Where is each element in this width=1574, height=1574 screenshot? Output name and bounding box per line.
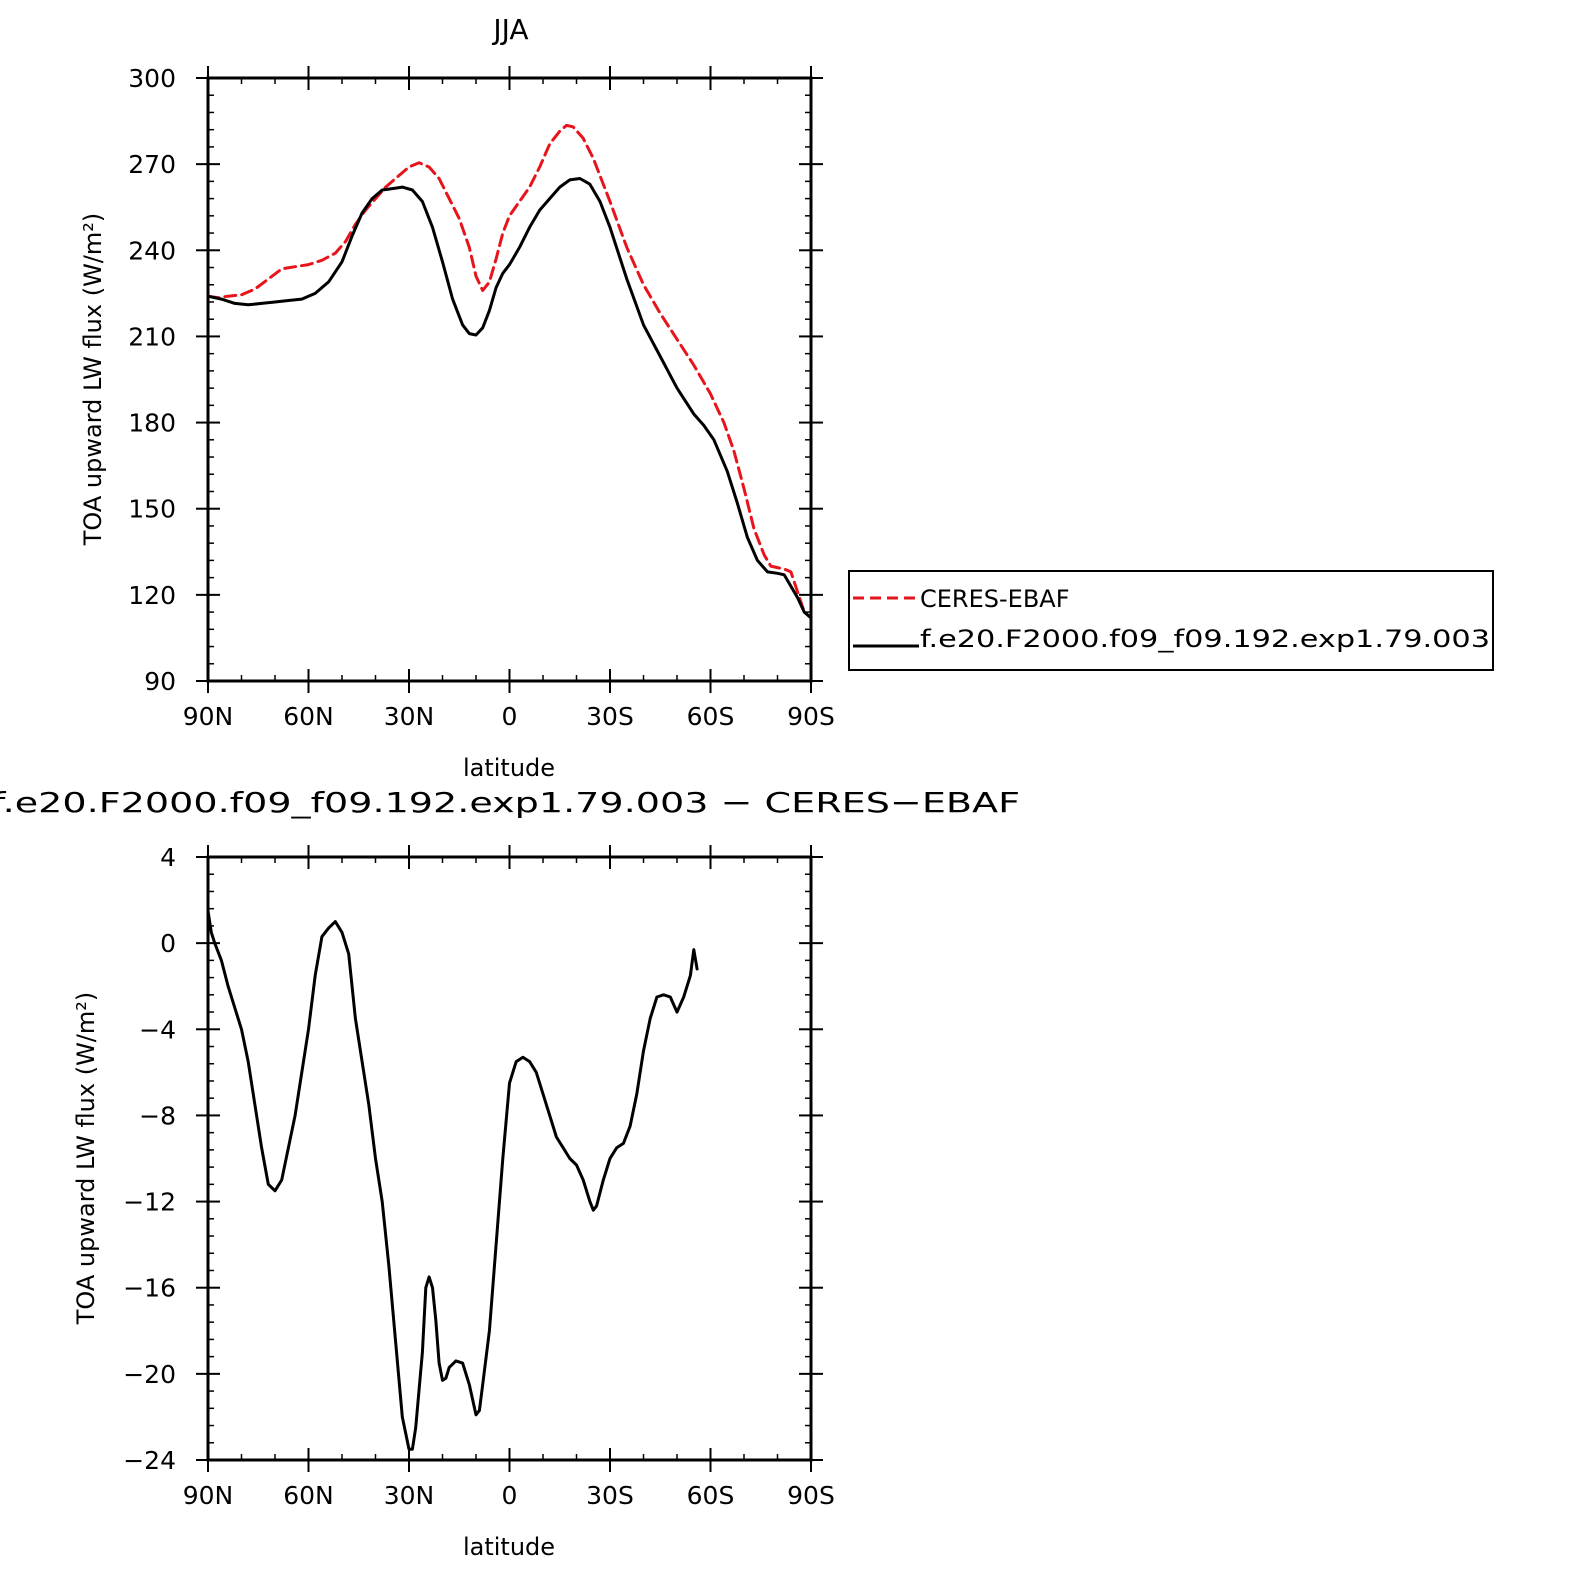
y-tick-label: −16	[123, 1274, 176, 1303]
x-tick-label: 0	[502, 1481, 518, 1510]
y-tick-label: 120	[128, 581, 176, 610]
y-tick-label: 0	[160, 929, 176, 958]
series-line-ceres	[206, 123, 813, 620]
axis-ticks: 90N 60N 30N 0 30S 60S 90S 90 120 150 180 210 240 270 3…	[128, 64, 835, 731]
legend-label-model: f.e20.F2000.f09_f09.192.exp1.79.003	[920, 625, 1490, 653]
y-tick-label: 150	[128, 495, 176, 524]
y-tick-label: 240	[128, 236, 176, 265]
series-line-model	[206, 177, 813, 620]
x-tick-label: 60S	[687, 702, 735, 731]
legend-box	[848, 570, 1494, 671]
x-tick-label: 90S	[787, 702, 835, 731]
y-tick-label: 270	[128, 150, 176, 179]
series-group	[206, 909, 699, 1451]
x-tick-label: 30S	[586, 1481, 634, 1510]
chart-title: f.e20.F2000.f09_f09.192.exp1.79.003 − CE…	[0, 786, 1020, 819]
y-tick-label: −8	[139, 1101, 176, 1130]
x-axis-label: latitude	[463, 1533, 555, 1561]
axis-ticks: 90N 60N 30N 0 30S 60S 90S −24 −20 −16 −12 −8 −4 0 4	[123, 843, 835, 1510]
x-axis-label: latitude	[463, 754, 555, 782]
y-axis-label: TOA upward LW flux (W/m²)	[79, 213, 107, 547]
x-tick-label: 90N	[183, 1481, 234, 1510]
y-tick-label: −12	[123, 1188, 176, 1217]
series-group	[206, 123, 813, 620]
legend-label-ceres: CERES-EBAF	[920, 585, 1070, 613]
y-axis-label: TOA upward LW flux (W/m²)	[72, 992, 100, 1326]
chart-title: JJA	[491, 13, 528, 46]
y-tick-label: 180	[128, 409, 176, 438]
x-tick-label: 60N	[283, 1481, 334, 1510]
x-tick-label: 90N	[183, 702, 234, 731]
x-tick-label: 90S	[787, 1481, 835, 1510]
difference-panel: f.e20.F2000.f09_f09.192.exp1.79.003 − CE…	[0, 786, 1020, 1561]
x-tick-label: 30N	[384, 1481, 435, 1510]
x-tick-label: 30N	[384, 702, 435, 731]
x-tick-label: 30S	[586, 702, 634, 731]
x-tick-label: 60S	[687, 1481, 735, 1510]
y-tick-label: 4	[160, 843, 176, 872]
x-tick-label: 60N	[283, 702, 334, 731]
plot-frame	[206, 855, 813, 1462]
y-tick-label: 300	[128, 64, 176, 93]
legend: CERES-EBAF f.e20.F2000.f09_f09.192.exp1.…	[848, 570, 1494, 671]
series-line-model	[206, 909, 699, 1451]
flux-panel: JJA 90N 60N 30N 0 30S 60S 90S 90 120 150 180 210 240…	[79, 13, 835, 782]
y-tick-label: −24	[123, 1446, 176, 1475]
y-tick-label: −20	[123, 1360, 176, 1389]
y-tick-label: 210	[128, 322, 176, 351]
y-tick-label: 90	[144, 667, 176, 696]
y-tick-label: −4	[139, 1015, 176, 1044]
x-tick-label: 0	[502, 702, 518, 731]
plot-frame	[206, 76, 813, 683]
